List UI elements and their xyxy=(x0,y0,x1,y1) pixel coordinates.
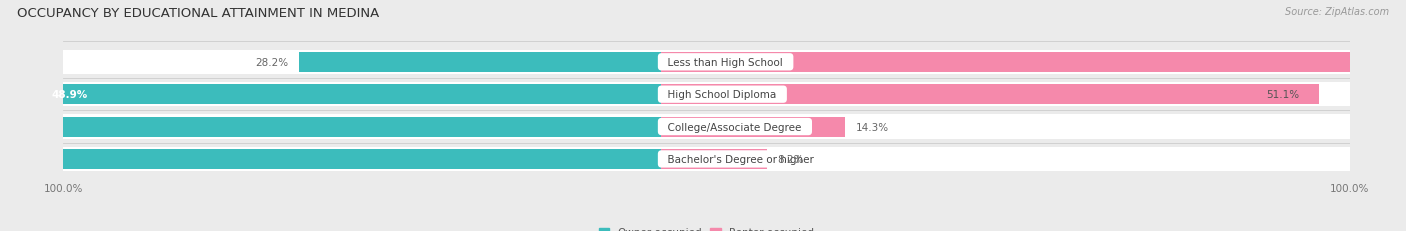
Bar xyxy=(661,149,768,169)
Text: Less than High School: Less than High School xyxy=(661,58,790,67)
Bar xyxy=(0,149,661,169)
Text: 8.2%: 8.2% xyxy=(778,154,804,164)
Text: College/Associate Degree: College/Associate Degree xyxy=(661,122,808,132)
Text: 51.1%: 51.1% xyxy=(1267,90,1299,100)
Text: 14.3%: 14.3% xyxy=(856,122,889,132)
Bar xyxy=(298,52,661,73)
Legend: Owner-occupied, Renter-occupied: Owner-occupied, Renter-occupied xyxy=(599,227,814,231)
Bar xyxy=(63,82,1350,107)
Bar xyxy=(63,50,1350,75)
Text: 28.2%: 28.2% xyxy=(256,58,288,67)
Text: High School Diploma: High School Diploma xyxy=(661,90,783,100)
Bar xyxy=(661,85,1319,105)
Text: Source: ZipAtlas.com: Source: ZipAtlas.com xyxy=(1285,7,1389,17)
Bar xyxy=(661,117,845,137)
Bar xyxy=(0,117,661,137)
Bar xyxy=(661,52,1406,73)
Text: 48.9%: 48.9% xyxy=(52,90,89,100)
Text: OCCUPANCY BY EDUCATIONAL ATTAINMENT IN MEDINA: OCCUPANCY BY EDUCATIONAL ATTAINMENT IN M… xyxy=(17,7,380,20)
Bar xyxy=(32,85,661,105)
Text: Bachelor's Degree or higher: Bachelor's Degree or higher xyxy=(661,154,821,164)
Bar xyxy=(63,147,1350,171)
Bar xyxy=(63,115,1350,139)
